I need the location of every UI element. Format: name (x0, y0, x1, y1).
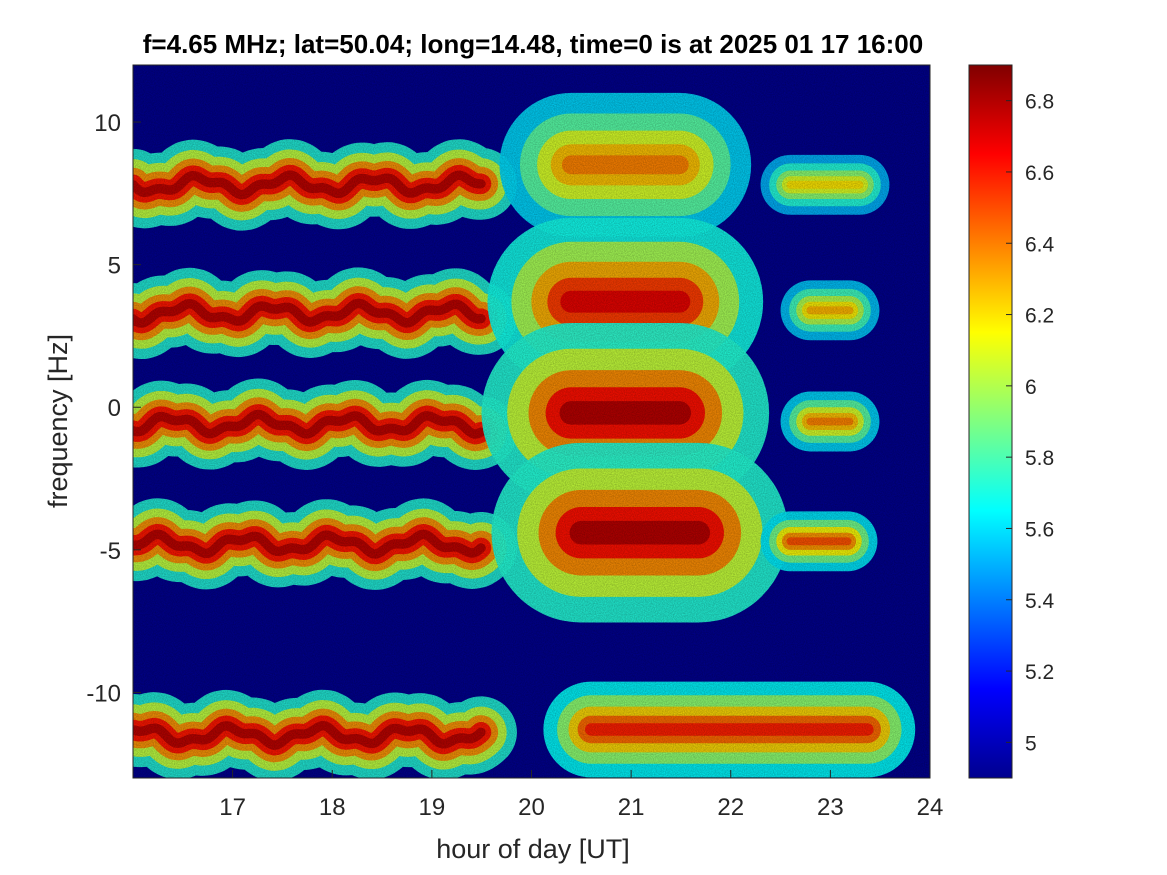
colorbar-tick-label: 5.6 (1025, 518, 1054, 541)
x-tick-label: 24 (917, 794, 944, 821)
colorbar-tick-label: 6.4 (1025, 233, 1055, 256)
colorbar-tick-label: 6 (1025, 376, 1037, 399)
colorbar: 6.8 6.6 6.4 6.2 6 5.8 5.6 5.4 5.2 5 (968, 64, 1055, 779)
x-tick-label: 21 (618, 794, 645, 821)
colorbar-tick-label: 5.4 (1025, 590, 1055, 613)
plot-noise (133, 65, 930, 778)
colorbar-frame (968, 64, 1013, 779)
x-tick-label: 17 (219, 794, 246, 821)
plot-area (132, 64, 931, 779)
y-tick-label: 0 (108, 395, 121, 422)
x-axis-label: hour of day [UT] (436, 834, 630, 864)
colorbar-tick-label: 5 (1025, 732, 1037, 755)
x-tick-label: 20 (518, 794, 545, 821)
x-tick-label: 23 (817, 794, 844, 821)
y-axis: 10 5 0 -5 -10 (86, 110, 141, 707)
colorbar-tick-label: 6.8 (1025, 91, 1054, 114)
x-tick-label: 19 (419, 794, 446, 821)
colorbar-tick-label: 6.6 (1025, 162, 1054, 185)
y-tick-label: 10 (94, 110, 121, 137)
colorbar-gradient (969, 65, 1012, 778)
colorbar-tick-label: 5.2 (1025, 661, 1054, 684)
y-tick-label: -5 (100, 538, 121, 565)
y-tick-label: 5 (108, 253, 121, 280)
x-axis: 17 18 19 20 21 22 23 24 (219, 770, 943, 821)
colorbar-tick-label: 6.2 (1025, 305, 1054, 328)
chart-title: f=4.65 MHz; lat=50.04; long=14.48, time=… (143, 29, 923, 59)
x-tick-label: 22 (717, 794, 744, 821)
colorbar-ticks: 6.8 6.6 6.4 6.2 6 5.8 5.6 5.4 5.2 5 (1006, 91, 1055, 755)
colorbar-tick-label: 5.8 (1025, 447, 1054, 470)
x-tick-label: 18 (319, 794, 346, 821)
y-tick-label: -10 (86, 680, 121, 707)
y-axis-label: frequency [Hz] (43, 334, 73, 508)
